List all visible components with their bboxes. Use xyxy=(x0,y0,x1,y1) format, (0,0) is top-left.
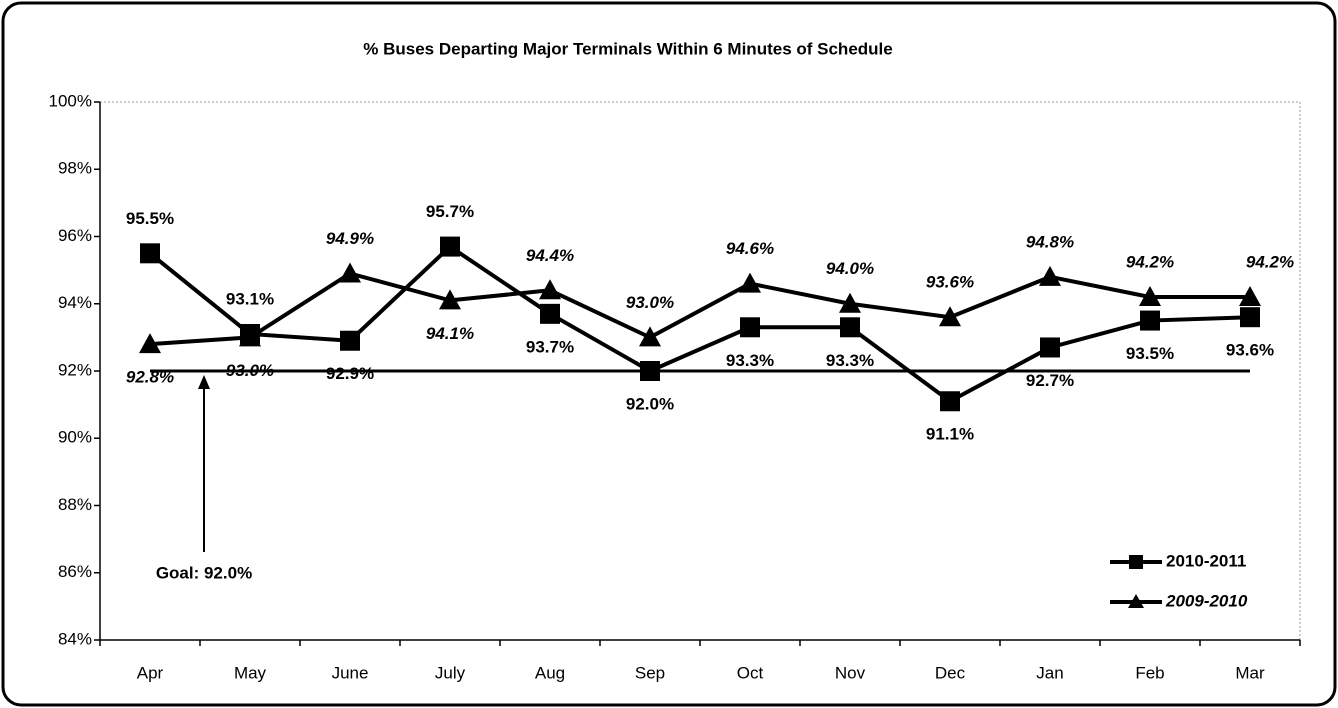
data-label: 93.7% xyxy=(526,337,574,356)
marker xyxy=(1039,265,1061,286)
marker xyxy=(339,262,361,283)
marker xyxy=(239,326,261,347)
marker xyxy=(740,317,760,338)
data-label: 94.6% xyxy=(726,239,774,258)
data-label: 95.7% xyxy=(426,202,474,221)
x-tick-label: Nov xyxy=(835,663,866,682)
data-label: 94.2% xyxy=(1126,253,1174,272)
marker xyxy=(839,292,861,313)
chart-title: % Buses Departing Major Terminals Within… xyxy=(363,39,892,58)
marker xyxy=(439,289,461,310)
marker xyxy=(1140,310,1160,331)
x-tick-label: Apr xyxy=(137,663,164,682)
x-tick-label: Dec xyxy=(935,663,966,682)
marker xyxy=(540,303,560,324)
x-tick-label: May xyxy=(234,663,267,682)
data-label: 93.0% xyxy=(226,361,274,380)
marker xyxy=(639,326,661,347)
y-tick-label: 90% xyxy=(58,428,92,447)
marker xyxy=(1040,337,1060,358)
y-tick-label: 86% xyxy=(58,562,92,581)
legend-marker xyxy=(1129,555,1143,569)
data-label: 93.6% xyxy=(1226,341,1274,360)
data-label: 94.0% xyxy=(826,259,874,278)
y-tick-label: 94% xyxy=(58,293,92,312)
data-label: 94.8% xyxy=(1026,232,1074,251)
x-tick-label: Oct xyxy=(737,663,764,682)
x-tick-label: July xyxy=(435,663,466,682)
legend-marker xyxy=(1128,594,1144,608)
legend-label: 2010-2011 xyxy=(1166,551,1246,570)
goal-arrow-head xyxy=(198,375,210,389)
data-label: 93.1% xyxy=(226,289,274,308)
data-label: 94.9% xyxy=(326,229,374,248)
data-label: 93.5% xyxy=(1126,344,1174,363)
x-tick-label: Aug xyxy=(535,663,565,682)
data-label: 93.6% xyxy=(926,273,974,292)
x-tick-label: Feb xyxy=(1135,663,1164,682)
legend-label: 2009-2010 xyxy=(1165,591,1248,610)
marker xyxy=(940,391,960,412)
data-label: 93.3% xyxy=(826,351,874,370)
y-tick-label: 88% xyxy=(58,495,92,514)
y-tick-label: 96% xyxy=(58,226,92,245)
data-label: 92.7% xyxy=(1026,371,1074,390)
data-label: 94.2% xyxy=(1246,253,1294,272)
marker xyxy=(139,333,161,354)
marker xyxy=(939,306,961,327)
marker xyxy=(539,279,561,300)
data-label: 93.3% xyxy=(726,351,774,370)
data-label: 92.0% xyxy=(626,394,674,413)
marker xyxy=(340,330,360,351)
y-tick-label: 100% xyxy=(49,91,92,110)
data-label: 94.4% xyxy=(526,246,574,265)
marker xyxy=(1139,286,1161,307)
line xyxy=(148,244,1251,404)
marker xyxy=(440,236,460,257)
x-tick-label: Mar xyxy=(1235,663,1265,682)
goal-label: Goal: 92.0% xyxy=(156,563,252,582)
data-label: 94.1% xyxy=(426,324,474,343)
data-label: 92.9% xyxy=(326,364,374,383)
y-tick-label: 92% xyxy=(58,360,92,379)
marker xyxy=(640,361,660,381)
marker xyxy=(1240,307,1260,328)
x-tick-label: June xyxy=(332,663,369,682)
data-label: 91.1% xyxy=(926,425,974,444)
y-tick-label: 98% xyxy=(58,159,92,178)
x-tick-label: Sep xyxy=(635,663,665,682)
marker xyxy=(1239,286,1261,307)
marker xyxy=(739,272,761,293)
marker xyxy=(840,317,860,338)
marker xyxy=(140,243,160,264)
data-label: 95.5% xyxy=(126,209,174,228)
data-label: 92.8% xyxy=(126,368,174,387)
line xyxy=(149,271,1250,347)
y-tick-label: 84% xyxy=(58,629,92,648)
x-tick-label: Jan xyxy=(1036,663,1063,682)
data-label: 93.0% xyxy=(626,293,674,312)
